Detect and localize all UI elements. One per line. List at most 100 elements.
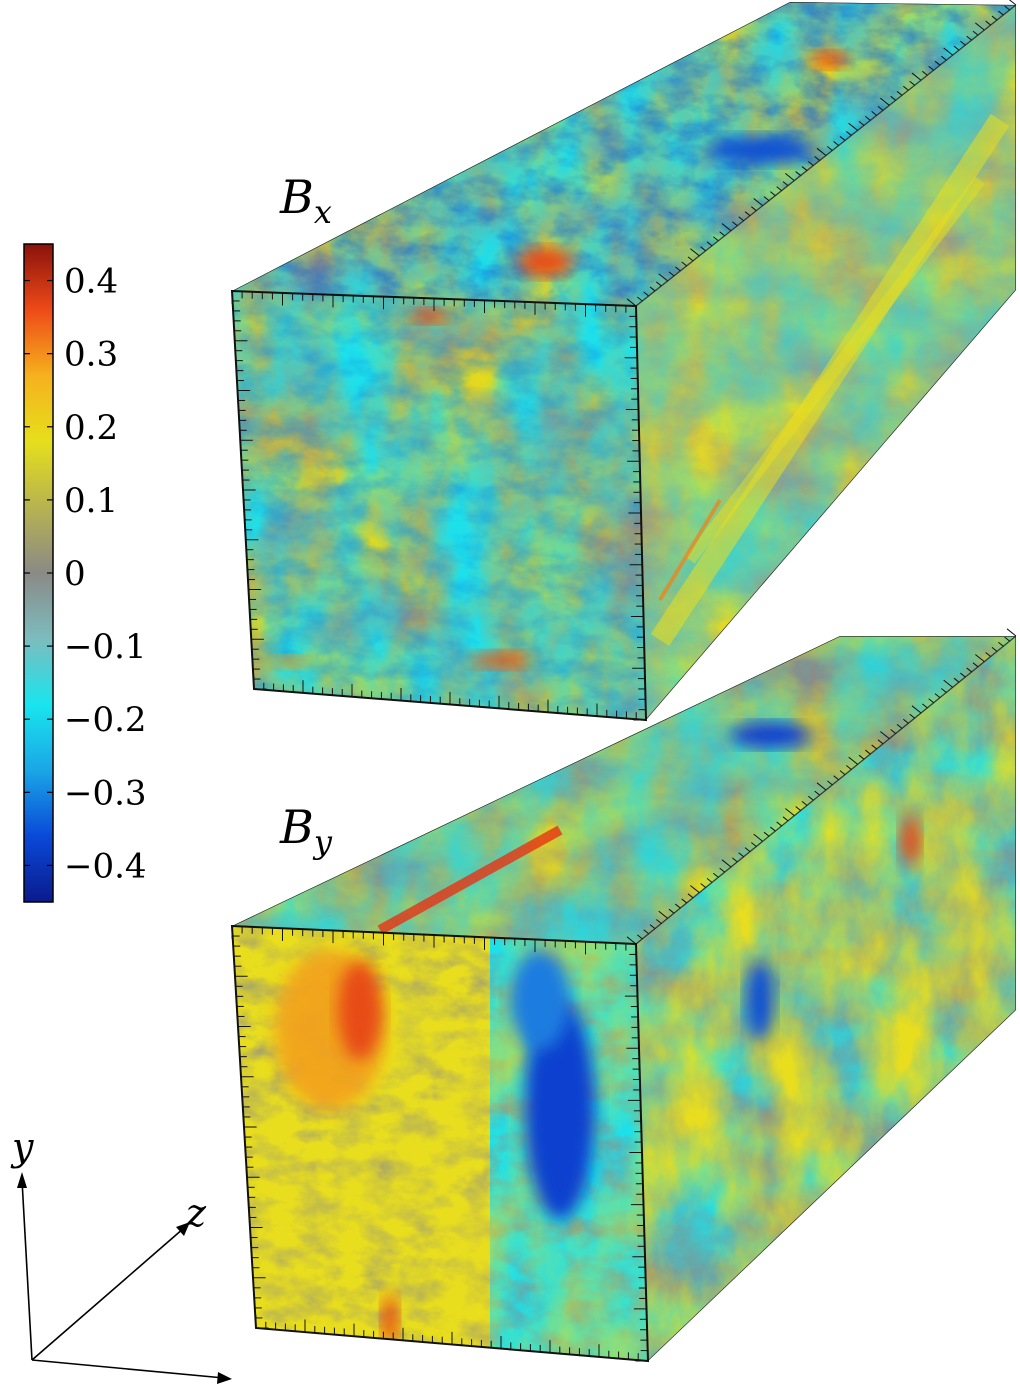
edge-tick [941, 55, 947, 61]
edge-tick [896, 90, 903, 96]
edge-tick [782, 181, 789, 186]
edge-tick [732, 857, 738, 863]
colorbar-tick-label: −0.2 [64, 700, 147, 740]
colorbar-tick-label: 0.3 [64, 335, 118, 375]
edge-tick [833, 141, 839, 146]
edge-tick [721, 223, 732, 232]
edge-tick [911, 72, 922, 81]
edge-tick [649, 924, 656, 929]
edge-tick [871, 744, 877, 750]
edge-tick [668, 908, 675, 914]
y-axis-label: y [10, 1125, 34, 1169]
edge-tick [848, 756, 858, 765]
edge-tick [991, 647, 998, 652]
edge-tick [846, 765, 852, 770]
edge-tick [795, 171, 801, 176]
edge-tick [782, 816, 789, 822]
edge-tick [903, 85, 909, 91]
edge-tick [643, 929, 649, 935]
colorbar-tick-label: 0 [64, 554, 86, 594]
edge-tick [700, 246, 706, 252]
edge-tick [953, 677, 960, 683]
edge-tick [972, 30, 979, 36]
colorbar-tick-label: −0.3 [64, 773, 147, 813]
by-volume-render [230, 628, 1017, 1363]
z-axis-arrow [31, 1227, 185, 1361]
edge-tick [763, 196, 770, 202]
edge-tick [656, 281, 662, 287]
edge-tick [763, 831, 770, 837]
edge-tick [785, 808, 795, 817]
edge-tick [637, 934, 643, 940]
edge-tick [801, 166, 808, 171]
x-axis-arrow [31, 1359, 225, 1379]
edge-tick [1004, 636, 1010, 642]
edge-tick [753, 833, 763, 842]
edge-tick [896, 724, 903, 729]
edge-tick [941, 688, 947, 693]
edge-tick [649, 286, 656, 292]
edge-tick [928, 698, 934, 704]
bx-volume-render [230, 0, 1017, 722]
colorbar-tick-label: −0.1 [64, 627, 147, 667]
edge-tick [960, 40, 966, 46]
edge-tick [732, 221, 738, 227]
edge-tick [626, 298, 637, 307]
edge-tick [839, 770, 846, 775]
edge-tick [880, 731, 890, 740]
edge-tick [795, 806, 801, 811]
y-axis-arrow [21, 1179, 33, 1361]
edge-tick [816, 147, 827, 156]
edge-tick [909, 713, 915, 719]
edge-tick [706, 878, 713, 883]
edge-tick [943, 47, 953, 56]
edge-tick [719, 231, 725, 237]
edge-tick [643, 291, 649, 297]
edge-tick [858, 754, 865, 760]
edge-tick [839, 136, 846, 141]
edge-tick [890, 729, 896, 734]
colorbar-tick-label: 0.4 [64, 262, 118, 302]
edge-tick [985, 652, 991, 657]
colorbar-tick-label: 0.1 [64, 481, 118, 521]
edge-tick [877, 739, 884, 745]
edge-tick [690, 885, 700, 894]
edge-tick [943, 679, 953, 688]
edge-tick [770, 826, 776, 832]
edge-tick [1006, 628, 1017, 637]
edge-tick [658, 273, 668, 282]
edge-tick [814, 156, 820, 161]
edge-tick [675, 903, 681, 909]
bx-label: Bx [279, 170, 332, 231]
edge-tick [833, 775, 839, 781]
edge-tick [700, 883, 706, 888]
edge-tick [827, 146, 833, 151]
edge-tick [909, 80, 915, 86]
edge-tick [808, 795, 814, 801]
edge-tick [770, 191, 776, 197]
colorbar-tick-label: 0.2 [64, 408, 118, 448]
edge-tick [738, 852, 744, 858]
by-front-face [232, 926, 648, 1361]
colorbar-ticks: 0.4 0.3 0.2 0.1 0 −0.1 −0.2 −0.3 −0.4 [24, 262, 147, 886]
edge-tick [713, 872, 719, 878]
colorbar-tick-label: −0.4 [64, 846, 147, 886]
edge-tick [880, 97, 890, 106]
edge-tick [637, 296, 643, 302]
edge-tick [751, 842, 757, 847]
edge-tick [972, 662, 979, 668]
edge-tick [966, 35, 972, 41]
edge-tick [827, 780, 833, 786]
edge-tick [934, 693, 941, 698]
edge-tick [922, 703, 928, 709]
edge-tick [1008, 0, 1017, 6]
edge-tick [744, 847, 751, 852]
edge-tick [928, 65, 934, 71]
edge-tick [753, 198, 763, 207]
edge-tick [675, 266, 681, 272]
edge-tick [890, 95, 896, 101]
edge-tick [877, 105, 884, 111]
edge-tick [922, 70, 928, 76]
edge-tick [721, 859, 732, 868]
